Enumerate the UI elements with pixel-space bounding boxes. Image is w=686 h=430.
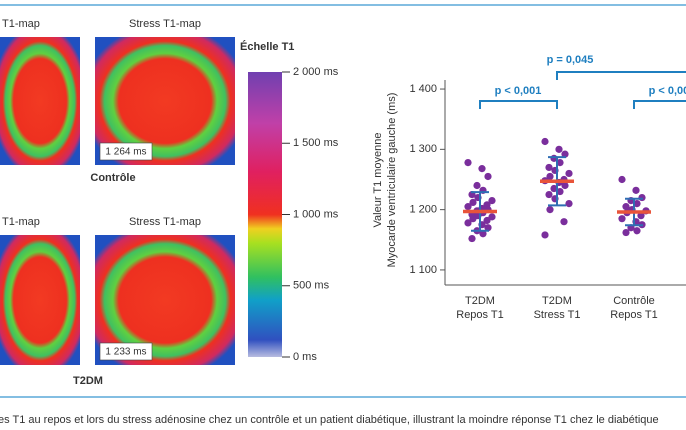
y-tick-label: 1 400 <box>409 83 437 95</box>
dot <box>541 231 549 239</box>
color-scale <box>248 72 282 357</box>
dot <box>565 200 573 208</box>
dot <box>550 184 558 193</box>
dot <box>464 219 472 227</box>
row-label: T2DM <box>73 375 103 387</box>
image-label: T1-map <box>2 216 40 228</box>
dot <box>561 181 569 190</box>
inset-value: 1 233 ms <box>105 347 146 358</box>
dot <box>560 218 568 226</box>
dot <box>637 212 645 220</box>
dot <box>484 172 492 181</box>
dot <box>488 196 496 205</box>
y-axis-label-line: Valeur T1 moyenne <box>372 133 384 228</box>
bracket <box>633 100 686 109</box>
t1-image <box>0 235 80 365</box>
x-tick-label: Contrôle <box>613 295 655 307</box>
dot <box>468 234 476 243</box>
x-tick-label: T2DM <box>465 295 495 307</box>
dot <box>622 228 630 237</box>
dot <box>633 227 641 235</box>
inset-value: 1 264 ms <box>105 147 146 158</box>
dot <box>638 193 646 202</box>
dot <box>479 230 487 238</box>
scale-tick-label: 2 000 ms <box>293 66 339 78</box>
inset-box <box>99 142 153 161</box>
y-tick-label: 1 200 <box>409 204 437 216</box>
dot <box>622 203 630 211</box>
x-tick-label: T2DM <box>542 295 572 307</box>
y-tick-label: 1 100 <box>409 264 437 276</box>
dot <box>565 169 573 178</box>
scale-title: Échelle T1 <box>240 40 294 53</box>
dot <box>464 203 472 211</box>
x-tick-label: Repos T1 <box>456 309 504 321</box>
dot <box>555 145 563 153</box>
y-tick-label: 1 300 <box>409 143 437 155</box>
scale-tick-label: 0 ms <box>293 351 317 363</box>
t1-image <box>0 37 80 165</box>
dot <box>632 186 640 194</box>
dot <box>556 187 564 196</box>
bracket <box>479 100 558 109</box>
dot <box>469 215 477 223</box>
caption: es T1 au repos et lors du stress adénosi… <box>0 414 659 426</box>
scale-tick-label: 1 500 ms <box>293 137 339 149</box>
scale-tick-label: 500 ms <box>293 280 330 292</box>
dot <box>469 198 477 206</box>
row-label: Contrôle <box>90 172 135 184</box>
p-value: p = 0,045 <box>547 54 594 66</box>
dot <box>546 172 554 181</box>
dot <box>545 190 553 199</box>
inset-box <box>99 342 153 361</box>
p-value: p < 0,001 <box>649 85 686 97</box>
dot <box>633 200 641 208</box>
image-label: T1-map <box>2 18 40 30</box>
image-label: Stress T1-map <box>129 216 201 228</box>
dot <box>478 165 486 173</box>
x-tick-label: Repos T1 <box>610 309 658 321</box>
y-axis-label: Valeur T1 moyenne Myocarde ventriculaire… <box>372 93 398 268</box>
image-label: Stress T1-map <box>129 18 201 30</box>
dot <box>464 159 472 167</box>
dot <box>484 224 492 232</box>
y-axis-label-line: Myocarde ventriculaire gauche (ms) <box>386 93 398 268</box>
x-tick-label: Stress T1 <box>534 309 581 321</box>
dot <box>561 150 569 158</box>
dot <box>541 137 549 146</box>
dot <box>483 216 491 225</box>
p-value: p < 0,001 <box>495 85 542 97</box>
dot <box>473 181 481 190</box>
scale-tick-label: 1 000 ms <box>293 208 339 220</box>
dot <box>618 215 626 223</box>
dot <box>618 175 626 184</box>
dot <box>545 163 553 172</box>
dot <box>488 213 496 221</box>
bracket <box>556 71 686 80</box>
dot <box>556 159 564 167</box>
dot <box>546 206 554 214</box>
